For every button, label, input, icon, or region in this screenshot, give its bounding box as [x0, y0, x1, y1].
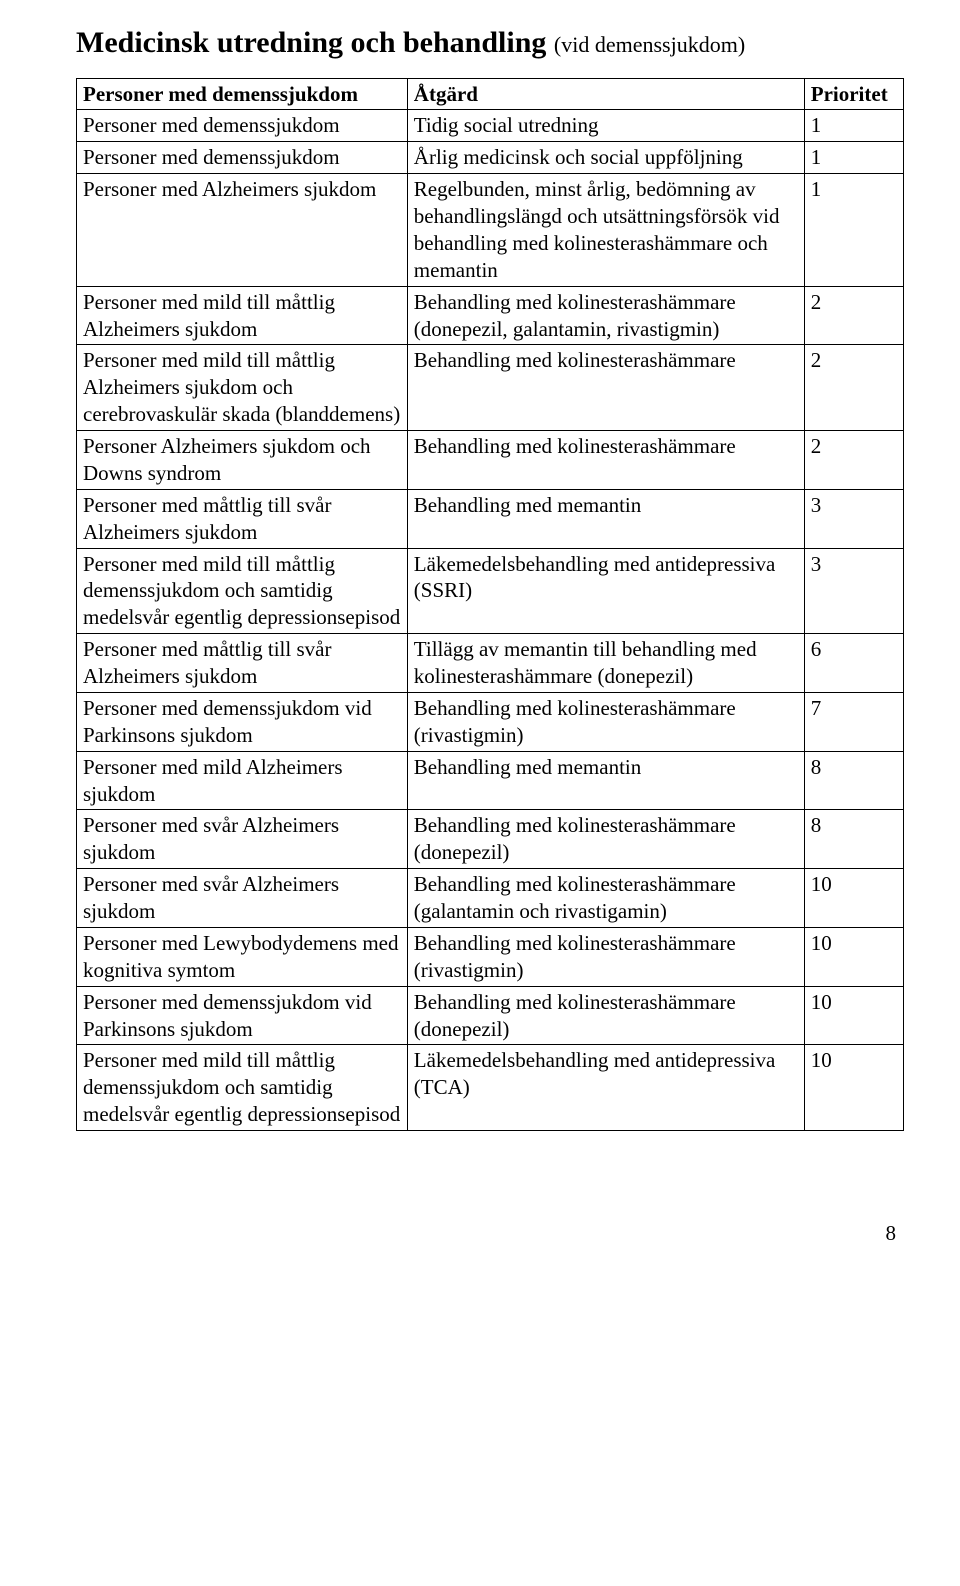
table-cell: 10 — [804, 869, 903, 928]
table-row: Personer med Lewybodydemens med kognitiv… — [77, 927, 904, 986]
table-cell: Personer med mild till måttlig demenssju… — [77, 548, 408, 634]
table-cell: Personer med måttlig till svår Alzheimer… — [77, 489, 408, 548]
table-row: Personer med demenssjukdomÅrlig medicins… — [77, 142, 904, 174]
title-main: Medicinsk utredning och behandling — [76, 26, 546, 59]
table-row: Personer med svår Alzheimers sjukdomBeha… — [77, 810, 904, 869]
table-cell: 7 — [804, 692, 903, 751]
table-cell: Behandling med kolinesterashämmare — [407, 431, 804, 490]
table-row: Personer med mild till måttlig Alzheimer… — [77, 286, 904, 345]
table-cell: Tidig social utredning — [407, 110, 804, 142]
table-cell: 1 — [804, 110, 903, 142]
table-row: Personer med Alzheimers sjukdomRegelbund… — [77, 174, 904, 287]
table-row: Personer med mild Alzheimers sjukdomBeha… — [77, 751, 904, 810]
table-row: Personer med måttlig till svår Alzheimer… — [77, 489, 904, 548]
table-cell: 1 — [804, 142, 903, 174]
table-cell: 2 — [804, 286, 903, 345]
table-cell: Personer med demenssjukdom vid Parkinson… — [77, 692, 408, 751]
table-row: Personer med demenssjukdom vid Parkinson… — [77, 692, 904, 751]
table-cell: Personer med demenssjukdom vid Parkinson… — [77, 986, 408, 1045]
table-cell: 3 — [804, 489, 903, 548]
table-cell: Läkemedelsbehandling med antidepressiva … — [407, 548, 804, 634]
table-row: Personer med måttlig till svår Alzheimer… — [77, 634, 904, 693]
table-cell: 3 — [804, 548, 903, 634]
table-cell: Personer med demenssjukdom — [77, 142, 408, 174]
table-cell: Behandling med memantin — [407, 751, 804, 810]
table-header-row: Personer med demenssjukdom Åtgärd Priori… — [77, 78, 904, 110]
table-cell: Behandling med kolinesterashämmare (done… — [407, 810, 804, 869]
col-header-priority: Prioritet — [804, 78, 903, 110]
table-row: Personer med svår Alzheimers sjukdomBeha… — [77, 869, 904, 928]
table-row: Personer med mild till måttlig demenssju… — [77, 548, 904, 634]
table-cell: 6 — [804, 634, 903, 693]
table-cell: Personer med demenssjukdom — [77, 110, 408, 142]
table-cell: Behandling med kolinesterashämmare (riva… — [407, 927, 804, 986]
table-cell: 1 — [804, 174, 903, 287]
page-number: 8 — [76, 1221, 904, 1246]
table-cell: 2 — [804, 431, 903, 490]
table-row: Personer med mild till måttlig demenssju… — [77, 1045, 904, 1131]
table-cell: Personer med svår Alzheimers sjukdom — [77, 810, 408, 869]
table-row: Personer med demenssjukdom vid Parkinson… — [77, 986, 904, 1045]
table-cell: Årlig medicinsk och social uppföljning — [407, 142, 804, 174]
table-cell: Behandling med kolinesterashämmare (done… — [407, 286, 804, 345]
page-title: Medicinsk utredning och behandling (vid … — [76, 24, 904, 62]
table-cell: Personer med måttlig till svår Alzheimer… — [77, 634, 408, 693]
table-cell: Regelbunden, minst årlig, bedömning av b… — [407, 174, 804, 287]
table-cell: Personer med Alzheimers sjukdom — [77, 174, 408, 287]
table-cell: 8 — [804, 751, 903, 810]
table-cell: Läkemedelsbehandling med antidepressiva … — [407, 1045, 804, 1131]
title-paren: (vid demenssjukdom) — [554, 32, 745, 57]
table-cell: Tillägg av memantin till behandling med … — [407, 634, 804, 693]
table-row: Personer med mild till måttlig Alzheimer… — [77, 345, 904, 431]
table-cell: Personer med svår Alzheimers sjukdom — [77, 869, 408, 928]
table-cell: Behandling med memantin — [407, 489, 804, 548]
table-cell: Behandling med kolinesterashämmare — [407, 345, 804, 431]
table-row: Personer Alzheimers sjukdom och Downs sy… — [77, 431, 904, 490]
table-row: Personer med demenssjukdomTidig social u… — [77, 110, 904, 142]
table-cell: Personer med mild Alzheimers sjukdom — [77, 751, 408, 810]
table-cell: Personer med Lewybodydemens med kognitiv… — [77, 927, 408, 986]
table-cell: 8 — [804, 810, 903, 869]
table-cell: Personer med mild till måttlig Alzheimer… — [77, 286, 408, 345]
table-body: Personer med demenssjukdomTidig social u… — [77, 110, 904, 1131]
col-header-person: Personer med demenssjukdom — [77, 78, 408, 110]
treatment-table: Personer med demenssjukdom Åtgärd Priori… — [76, 78, 904, 1132]
table-cell: Behandling med kolinesterashämmare (done… — [407, 986, 804, 1045]
table-cell: 10 — [804, 986, 903, 1045]
table-cell: Behandling med kolinesterashämmare (riva… — [407, 692, 804, 751]
table-cell: Personer med mild till måttlig Alzheimer… — [77, 345, 408, 431]
col-header-action: Åtgärd — [407, 78, 804, 110]
table-cell: 10 — [804, 927, 903, 986]
table-cell: 2 — [804, 345, 903, 431]
table-cell: 10 — [804, 1045, 903, 1131]
table-cell: Behandling med kolinesterashämmare (gala… — [407, 869, 804, 928]
table-cell: Personer Alzheimers sjukdom och Downs sy… — [77, 431, 408, 490]
table-cell: Personer med mild till måttlig demenssju… — [77, 1045, 408, 1131]
